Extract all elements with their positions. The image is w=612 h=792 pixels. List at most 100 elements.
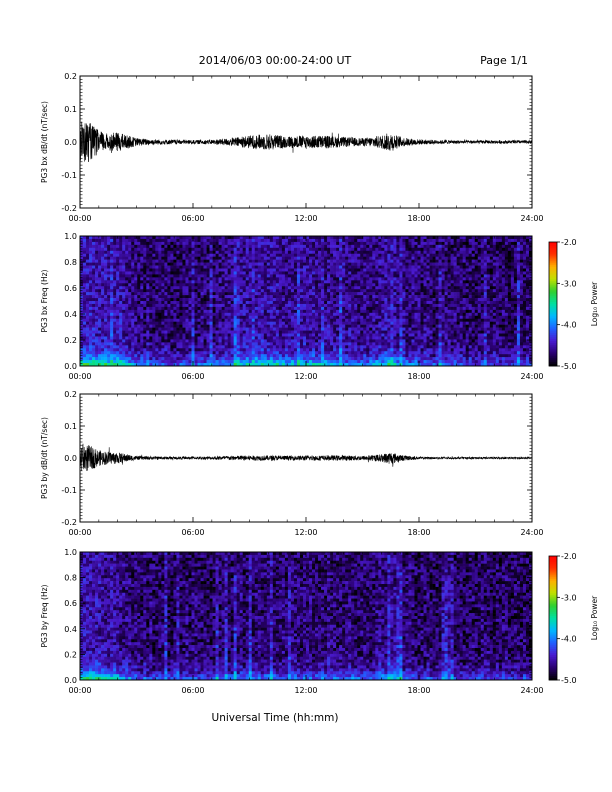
spectrogram-cell	[399, 354, 403, 358]
spectrogram-cell	[89, 292, 93, 296]
spectrogram-cell	[248, 268, 253, 272]
spectrogram-cell	[149, 348, 153, 352]
spectrogram-cell	[194, 283, 198, 287]
spectrogram-cell	[315, 309, 319, 314]
spectrogram-cell	[342, 298, 346, 302]
spectrogram-cell	[245, 330, 250, 334]
spectrogram-cell	[290, 339, 295, 343]
spectrogram-cell	[191, 330, 195, 334]
spectrogram-cell	[227, 283, 231, 287]
spectrogram-cell	[158, 318, 162, 322]
spectrogram-cell	[384, 241, 388, 246]
spectrogram-cell	[164, 274, 168, 278]
spectrogram-cell	[188, 256, 192, 260]
spectrogram-cell	[89, 339, 93, 343]
spectrogram-cell	[122, 303, 126, 308]
spectrogram-cell	[372, 259, 376, 263]
spectrogram-cell	[369, 363, 373, 367]
spectrogram-cell	[212, 298, 216, 302]
spectrogram-cell	[381, 259, 385, 263]
spectrogram-cell	[158, 256, 162, 260]
spectrogram-cell	[312, 265, 316, 269]
spectrogram-cell	[179, 306, 183, 311]
spectrogram-cell	[155, 244, 159, 249]
spectrogram-cell	[330, 312, 334, 317]
spectrogram-cell	[254, 247, 259, 252]
spectrogram-cell	[327, 292, 331, 296]
spectrogram-cell	[390, 286, 394, 290]
spectrogram-cell	[405, 271, 409, 275]
spectrogram-cell	[173, 336, 177, 340]
spectrogram-cell	[390, 259, 394, 263]
spectrogram-cell	[309, 363, 313, 367]
spectrogram-cell	[224, 306, 228, 311]
spectrogram-cell	[113, 360, 117, 364]
spectrogram-cell	[321, 303, 325, 308]
spectrogram-cell	[336, 262, 340, 266]
spectrogram-cell	[357, 236, 361, 240]
spectrogram-cell	[236, 262, 240, 266]
spectrogram-cell	[200, 330, 204, 334]
spectrogram-cell	[140, 271, 144, 275]
spectrogram-cell	[306, 345, 310, 349]
spectrogram-cell	[122, 354, 126, 358]
spectrogram-cell	[333, 256, 337, 260]
spectrogram-cell	[393, 283, 397, 287]
spectrogram-cell	[278, 306, 283, 311]
spectrogram-cell	[176, 283, 180, 287]
spectrogram-cell	[140, 268, 144, 272]
spectrogram-cell	[149, 354, 153, 358]
spectrogram-cell	[296, 324, 301, 328]
spectrogram-cell	[248, 339, 253, 343]
spectrogram-cell	[321, 312, 325, 317]
spectrogram-cell	[209, 283, 213, 287]
spectrogram-cell	[113, 351, 117, 355]
spectrogram-cell	[182, 354, 186, 358]
spectrogram-cell	[327, 283, 331, 287]
spectrogram-cell	[393, 327, 397, 331]
spectrogram-cell	[324, 247, 328, 252]
spectrogram-cell	[248, 330, 253, 334]
spectrogram-cell	[299, 256, 304, 260]
spectrogram-cell	[155, 241, 159, 246]
spectrogram-cell	[302, 336, 307, 340]
spectrogram-cell	[408, 277, 412, 281]
spectrogram-cell	[149, 333, 153, 337]
spectrogram-cell	[278, 236, 283, 240]
spectrogram-cell	[399, 241, 403, 246]
spectrogram-cell	[263, 250, 268, 255]
spectrogram-cell	[263, 274, 268, 278]
spectrogram-cell	[149, 303, 153, 308]
spectrogram-cell	[191, 309, 195, 314]
spectrogram-cell	[357, 238, 361, 243]
spectrogram-cell	[312, 357, 316, 361]
spectrogram-cell	[134, 309, 138, 314]
spectrogram-cell	[128, 289, 132, 293]
spectrogram-cell	[290, 250, 295, 255]
spectrogram-cell	[152, 357, 156, 361]
spectrogram-cell	[402, 330, 406, 334]
spectrogram-cell	[122, 236, 126, 240]
spectrogram-cell	[242, 250, 247, 255]
spectrogram-cell	[336, 256, 340, 260]
spectrogram-cell	[293, 339, 298, 343]
spectrogram-cell	[354, 324, 358, 328]
spectrogram-cell	[224, 262, 228, 266]
spectrogram-cell	[312, 309, 316, 314]
spectrogram-cell	[185, 333, 189, 337]
spectrogram-cell	[113, 363, 117, 367]
spectrogram-cell	[402, 274, 406, 278]
spectrogram-cell	[278, 318, 283, 322]
spectrogram-cell	[408, 315, 412, 320]
spectrogram-cell	[284, 280, 289, 284]
spectrogram-cell	[227, 274, 231, 278]
spectrogram-cell	[302, 277, 307, 281]
spectrogram-cell	[113, 256, 117, 260]
spectrogram-cell	[116, 327, 120, 331]
spectrogram-cell	[266, 303, 271, 308]
spectrogram-cell	[390, 283, 394, 287]
spectrogram-cell	[146, 333, 150, 337]
spectrogram-cell	[107, 342, 111, 346]
spectrogram-cell	[363, 330, 367, 334]
spectrogram-cell	[354, 250, 358, 255]
